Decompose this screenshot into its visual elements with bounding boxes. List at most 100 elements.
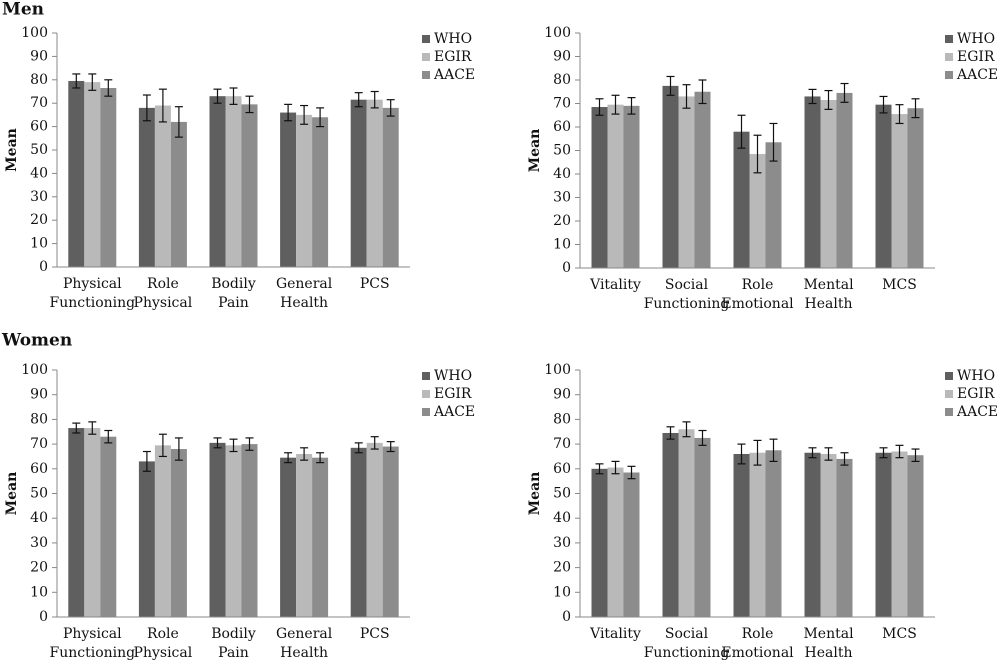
bar	[280, 112, 297, 267]
error-bar	[595, 98, 604, 116]
error-bar	[370, 436, 379, 450]
chart: Mean 0 10 20 30 40 50 60 70 80 90 100 Vitality Social…	[527, 25, 998, 312]
y-tick-label: 20	[553, 213, 571, 229]
error-bar	[386, 441, 395, 453]
x-tick-label: Social	[665, 277, 709, 293]
bar	[225, 96, 242, 268]
bar	[366, 442, 383, 617]
error-bar	[229, 87, 238, 105]
y-tick-label: 30	[30, 535, 48, 551]
y-axis-label: Mean	[4, 128, 20, 172]
error-bar	[72, 422, 81, 434]
y-tick-label: 0	[39, 609, 48, 625]
y-tick-label: 80	[553, 411, 571, 427]
y-tick-label: 10	[30, 236, 48, 252]
error-bar	[284, 452, 293, 464]
y-tick-label: 10	[553, 237, 571, 253]
x-tick-label: Physical	[63, 276, 122, 292]
x-tick-label: Functioning	[644, 645, 730, 661]
legend-label: AACE	[433, 404, 475, 420]
y-tick-label: 90	[30, 48, 48, 64]
error-bar	[611, 460, 620, 475]
y-tick-label: 0	[39, 259, 48, 275]
error-bar	[627, 465, 636, 480]
y-axis-label: Mean	[4, 472, 20, 516]
y-tick-label: 40	[553, 166, 571, 182]
bar	[749, 452, 766, 617]
bar	[209, 442, 226, 617]
y-tick-label: 100	[544, 25, 571, 41]
x-tick-label: Health	[805, 645, 853, 661]
bar	[296, 114, 313, 268]
legend-swatch	[945, 372, 953, 380]
legend-label: EGIR	[957, 386, 995, 402]
error-bar	[666, 426, 675, 440]
bar	[820, 453, 837, 617]
legend-label: EGIR	[434, 386, 472, 402]
legend-label: EGIR	[434, 49, 472, 65]
y-tick-label: 80	[553, 72, 571, 88]
x-tick-label: Mental	[803, 626, 854, 642]
bar	[749, 154, 766, 268]
bar	[733, 131, 750, 268]
bar	[765, 142, 782, 268]
legend-label: AACE	[956, 67, 998, 83]
error-bar	[142, 450, 151, 472]
error-bar	[142, 94, 151, 122]
y-tick-label: 70	[553, 96, 571, 112]
error-bar	[88, 421, 97, 435]
section-heading: Men	[2, 0, 44, 20]
error-bar	[753, 134, 762, 174]
error-bar	[354, 92, 363, 108]
bar	[607, 467, 624, 617]
error-bar	[895, 104, 904, 125]
bar	[891, 451, 908, 617]
error-bar	[879, 95, 888, 114]
x-tick-label: Role	[742, 626, 774, 642]
error-bar	[840, 452, 849, 466]
bar	[907, 108, 924, 268]
bar	[170, 449, 187, 617]
x-tick-label: Bodily	[211, 276, 256, 292]
bar	[591, 468, 608, 617]
error-bar	[158, 88, 167, 123]
y-tick-label: 20	[30, 212, 48, 228]
x-tick-label: Functioning	[50, 645, 136, 661]
bar	[662, 85, 679, 268]
legend-label: AACE	[433, 67, 475, 83]
x-tick-label: General	[276, 626, 333, 642]
y-tick-label: 20	[553, 560, 571, 576]
y-tick-label: 90	[553, 387, 571, 403]
legend-label: WHO	[434, 31, 472, 47]
y-tick-label: 40	[30, 510, 48, 526]
y-tick-label: 50	[553, 143, 571, 159]
bar	[68, 80, 85, 267]
section-heading: Women	[1, 331, 72, 351]
error-bar	[300, 447, 309, 461]
error-bar	[72, 73, 81, 89]
y-tick-label: 90	[553, 49, 571, 65]
bar	[100, 87, 117, 268]
bar	[678, 96, 695, 268]
y-tick-label: 100	[21, 362, 48, 378]
error-bar	[595, 463, 604, 475]
error-bar	[682, 421, 691, 438]
y-tick-label: 60	[30, 119, 48, 135]
error-bar	[245, 95, 254, 114]
bar	[170, 121, 187, 267]
bar	[280, 457, 297, 617]
y-tick-label: 70	[30, 436, 48, 452]
error-bar	[213, 88, 222, 104]
x-tick-label: Pain	[218, 645, 249, 661]
error-bar	[824, 89, 833, 110]
y-tick-label: 20	[30, 560, 48, 576]
x-tick-label: Physical	[134, 295, 193, 311]
legend-swatch	[422, 53, 430, 61]
legend-swatch	[422, 390, 430, 398]
y-tick-label: 60	[553, 119, 571, 135]
x-tick-label: Emotional	[721, 645, 794, 661]
error-bar	[808, 447, 817, 459]
error-bar	[753, 439, 762, 466]
x-tick-label: Health	[280, 645, 328, 661]
